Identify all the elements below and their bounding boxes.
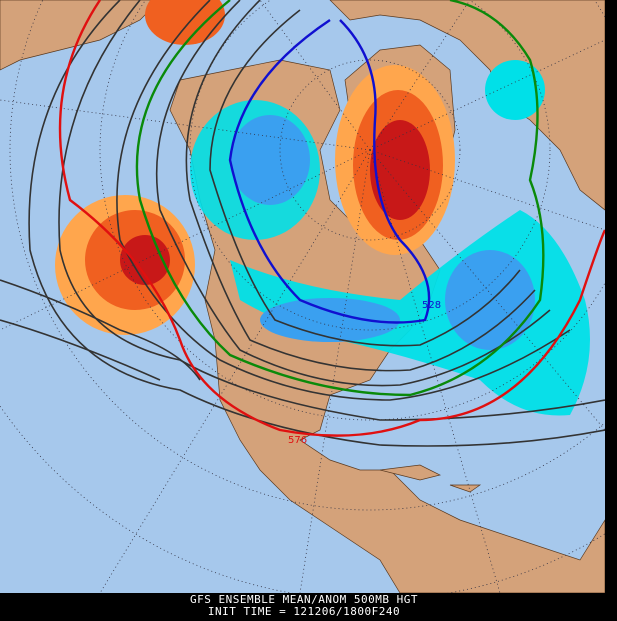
caribbean (379, 464, 482, 493)
map-area: 528 576 (0, 0, 605, 593)
contour-label: 576 (288, 435, 307, 446)
init-time: INIT TIME = 121206/1800F240 (208, 605, 400, 618)
height-contours (0, 0, 605, 447)
contour-552 (135, 0, 545, 397)
map-title: GFS ENSEMBLE MEAN/ANOM 500MB HGT (190, 593, 418, 606)
contour-576 (58, 0, 605, 437)
contour-528 (228, 19, 431, 324)
anomaly-shading (55, 0, 590, 416)
graticule (0, 0, 605, 593)
contour-label: 528 (422, 300, 441, 311)
